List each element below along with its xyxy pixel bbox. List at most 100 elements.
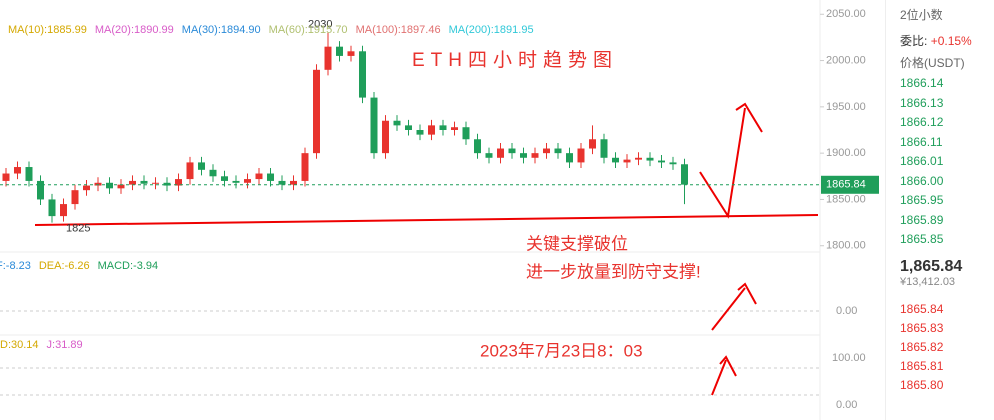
candle-body [209, 169, 217, 177]
ask-price: 1865.95 [900, 193, 944, 207]
candle-body [405, 125, 412, 130]
ask-price: 1866.11 [900, 134, 943, 149]
macd-label: DEA:-6.26 [39, 260, 90, 272]
candle-body [48, 199, 56, 217]
candle-body [347, 51, 355, 56]
support-line [34, 214, 819, 226]
candle-body [543, 148, 550, 154]
ma-label: MA(10):1885.99 [8, 24, 87, 36]
kdj-tick: 100.00 [832, 352, 866, 364]
arrow-head [737, 282, 757, 305]
candle-body [301, 153, 309, 181]
kdj-label: J:31.89 [47, 339, 83, 351]
annotation: 关键支撑破位 [526, 234, 628, 253]
chart: ETH四小时趋势图 关键支撑破位 进一步放量到防守支撑! 2023年7月23日8… [0, 0, 879, 420]
annotation: 进一步放量到防守支撑! [526, 262, 701, 281]
candle-body [232, 180, 240, 183]
ask-price: 1865.85 [900, 232, 944, 246]
ratio-value: +0.15% [930, 34, 972, 48]
kdj-tick: 0.00 [836, 399, 857, 411]
price-header: 价格(USDT) [900, 56, 965, 70]
y-tick-label: 1900.00 [826, 147, 866, 159]
ma-label: MA(60):1915.70 [269, 24, 348, 36]
candle-body [508, 148, 516, 154]
ask-price: 1865.89 [900, 212, 944, 227]
ask-price: 1866.13 [900, 95, 944, 110]
ma-label: MA(30):1894.90 [182, 24, 261, 36]
candle-body [313, 69, 320, 154]
ma-label: MA(20):1890.99 [95, 24, 174, 36]
candle-body [646, 157, 654, 161]
candle-body [600, 139, 608, 158]
candle-body [37, 180, 44, 200]
macd-label: MACD:-3.94 [98, 260, 159, 272]
candle-body [485, 153, 493, 158]
bid-price: 1865.81 [900, 358, 944, 373]
candle-body [439, 125, 447, 130]
candle-body [623, 159, 631, 163]
bid-price: 1865.83 [900, 320, 944, 335]
order-book: 2位小数 委比: +0.15% 价格(USDT) 1866.14 1866.13 1… [885, 0, 994, 420]
ask-price: 1866.14 [900, 76, 944, 90]
candle-body [94, 182, 102, 186]
candle-body [416, 130, 424, 135]
candle-body [531, 153, 539, 158]
price-tag [821, 175, 879, 194]
candle-body [278, 180, 286, 185]
ask-price: 1866.00 [900, 173, 944, 188]
candle-body [382, 120, 389, 154]
candle-body [129, 180, 136, 185]
arrow [711, 359, 727, 396]
ma-label: MA(100):1897.46 [356, 24, 441, 36]
candle-body [140, 180, 148, 184]
y-tick-label: 1850.00 [826, 193, 866, 205]
y-tick-label: 1800.00 [826, 240, 866, 252]
candle-body [462, 127, 470, 140]
candle-body [175, 179, 182, 186]
candle-body [474, 139, 481, 154]
candle-body [2, 173, 10, 181]
y-tick-label: 2000.00 [826, 54, 866, 66]
ask-price: 1866.12 [900, 115, 944, 129]
candle-body [255, 173, 263, 180]
candle-body [244, 179, 251, 183]
candle-body [554, 148, 562, 154]
candle-body [71, 190, 79, 205]
candle-body [324, 46, 332, 70]
chart-title: ETH四小时趋势图 [412, 49, 618, 71]
bids: 1865.84 1865.83 1865.82 1865.81 1865.80 [886, 300, 994, 395]
candle-body [186, 162, 194, 180]
candle-body [520, 153, 527, 158]
bid-price: 1865.82 [900, 339, 944, 354]
arrow-head [719, 355, 737, 377]
kdj-label: D:30.14 [0, 339, 39, 351]
candle-body [577, 148, 585, 163]
candle-body [359, 51, 366, 98]
candle-body [14, 167, 21, 174]
candle-body [589, 139, 596, 149]
candle-body [106, 182, 113, 189]
candle-body [117, 184, 125, 189]
candle-body [60, 204, 67, 217]
candle-body [163, 182, 171, 186]
last-cny: ¥13,412.03 [900, 275, 956, 288]
last-price: 1,865.84 [900, 257, 963, 275]
candle-body [198, 162, 205, 170]
macd-label: F:-8.23 [0, 260, 31, 272]
low-label: 1825 [66, 222, 90, 234]
arrow-head [735, 102, 763, 133]
candle-body [612, 157, 619, 163]
candle-body [25, 167, 33, 181]
candle-body [566, 153, 573, 163]
candle-body [393, 120, 401, 126]
candle-body [336, 46, 343, 56]
candle-body [635, 157, 642, 160]
ask-price: 1866.01 [900, 154, 944, 168]
bid-price: 1865.80 [900, 377, 944, 392]
bid-price: 1865.84 [900, 301, 944, 316]
ratio-label: 委比: [900, 34, 928, 48]
price-tag-label: 1865.84 [826, 179, 866, 191]
arrow [711, 287, 746, 331]
annotation: 2023年7月23日8：03 [480, 341, 643, 360]
